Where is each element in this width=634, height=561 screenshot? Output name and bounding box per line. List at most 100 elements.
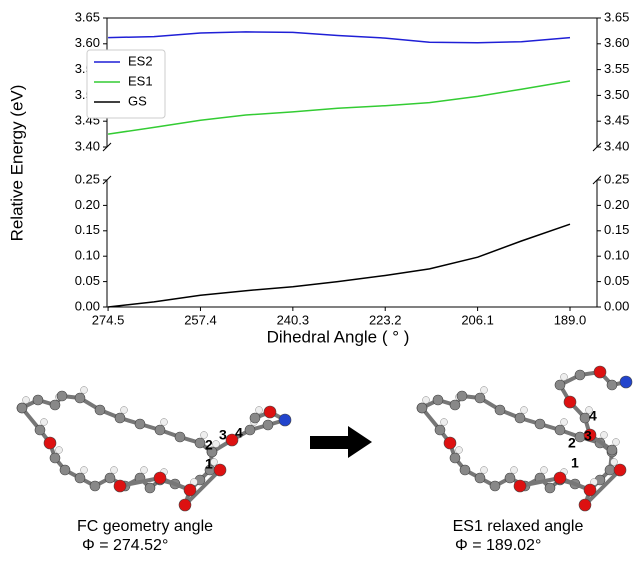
y-tick-label: 3.40 — [604, 138, 629, 153]
atom-number: 3 — [584, 428, 592, 444]
atom-number: 1 — [205, 456, 213, 472]
x-tick-label: 274.5 — [92, 312, 125, 327]
atom — [607, 380, 617, 390]
hydrogen — [481, 387, 488, 394]
atom — [57, 391, 67, 401]
atom — [475, 393, 485, 403]
atom — [535, 419, 545, 429]
atom — [184, 484, 196, 496]
y-tick-label: 0.10 — [75, 248, 100, 263]
series-line — [108, 81, 570, 134]
atom — [490, 481, 500, 491]
hydrogen — [81, 387, 88, 394]
hydrogen — [161, 419, 168, 426]
atom — [505, 473, 515, 483]
atom — [417, 403, 427, 413]
atom-number: 4 — [589, 408, 597, 424]
atom — [607, 445, 617, 455]
atom-number: 1 — [571, 455, 579, 471]
y-tick-label: 0.15 — [604, 222, 629, 237]
atom — [594, 366, 606, 378]
hydrogen — [23, 397, 30, 404]
atom — [114, 480, 126, 492]
y-tick-label: 3.60 — [604, 35, 629, 50]
atom — [515, 413, 525, 423]
atom — [90, 481, 100, 491]
hydrogen — [613, 439, 620, 446]
legend-label: ES1 — [128, 73, 153, 88]
hydrogen — [256, 407, 263, 414]
atom — [95, 405, 105, 415]
atom — [44, 437, 56, 449]
y-tick-label: 3.60 — [75, 35, 100, 50]
y-tick-label: 0.05 — [75, 273, 100, 288]
arrow — [310, 426, 372, 458]
atom — [115, 413, 125, 423]
hydrogen — [41, 419, 48, 426]
y-tick-label: 0.20 — [604, 197, 629, 212]
atom — [579, 499, 591, 511]
hydrogen — [561, 374, 568, 381]
y-tick-label: 3.65 — [604, 9, 629, 24]
atom — [444, 437, 456, 449]
atom — [450, 400, 460, 410]
y-tick-label: 0.15 — [75, 222, 100, 237]
caption-angle: Φ = 274.52° — [82, 537, 168, 554]
series-line — [108, 32, 570, 43]
legend-label: GS — [128, 93, 147, 108]
hydrogen — [521, 407, 528, 414]
atom — [620, 376, 632, 388]
atom — [605, 465, 615, 475]
y-tick-label: 0.10 — [604, 248, 629, 263]
atom — [50, 400, 60, 410]
atom — [50, 453, 60, 463]
y-tick-label: 0.00 — [75, 298, 100, 313]
y-tick-label: 3.40 — [75, 138, 100, 153]
atom — [495, 405, 505, 415]
atom — [554, 472, 566, 484]
hydrogen — [81, 467, 88, 474]
atom — [433, 395, 443, 405]
hydrogen — [481, 467, 488, 474]
x-tick-label: 189.0 — [554, 312, 587, 327]
atom-number: 4 — [235, 425, 243, 441]
hydrogen — [141, 467, 148, 474]
hydrogen — [601, 432, 608, 439]
atom — [514, 480, 526, 492]
atom — [154, 472, 166, 484]
y-tick-label: 0.05 — [604, 273, 629, 288]
atom — [105, 473, 115, 483]
atom — [584, 484, 596, 496]
atom-number: 2 — [205, 437, 213, 453]
atom — [17, 403, 27, 413]
y-tick-label: 3.50 — [604, 87, 629, 102]
atom — [457, 391, 467, 401]
atom — [279, 414, 291, 426]
hydrogen — [111, 467, 118, 474]
x-tick-label: 223.2 — [369, 312, 402, 327]
atom — [135, 419, 145, 429]
atom — [264, 406, 276, 418]
atom — [564, 396, 576, 408]
atom — [460, 465, 470, 475]
atom — [35, 425, 45, 435]
atom — [450, 453, 460, 463]
arrow-body — [310, 436, 350, 449]
y-tick-label: 0.20 — [75, 197, 100, 212]
atom — [145, 483, 155, 493]
y-tick-label: 0.25 — [604, 171, 629, 186]
caption: ES1 relaxed angle — [453, 518, 584, 535]
atom — [250, 413, 260, 423]
atom — [75, 473, 85, 483]
hydrogen — [511, 467, 518, 474]
caption-angle: Φ = 189.02° — [455, 537, 541, 554]
y-tick-label: 0.00 — [604, 298, 629, 313]
atom — [179, 499, 191, 511]
y-tick-label: 3.55 — [604, 61, 629, 76]
y-axis-label: Relative Energy (eV) — [7, 85, 26, 242]
atom — [245, 425, 255, 435]
hydrogen — [423, 397, 430, 404]
atom — [555, 380, 565, 390]
x-tick-label: 257.4 — [184, 312, 217, 327]
x-tick-label: 240.3 — [277, 312, 310, 327]
